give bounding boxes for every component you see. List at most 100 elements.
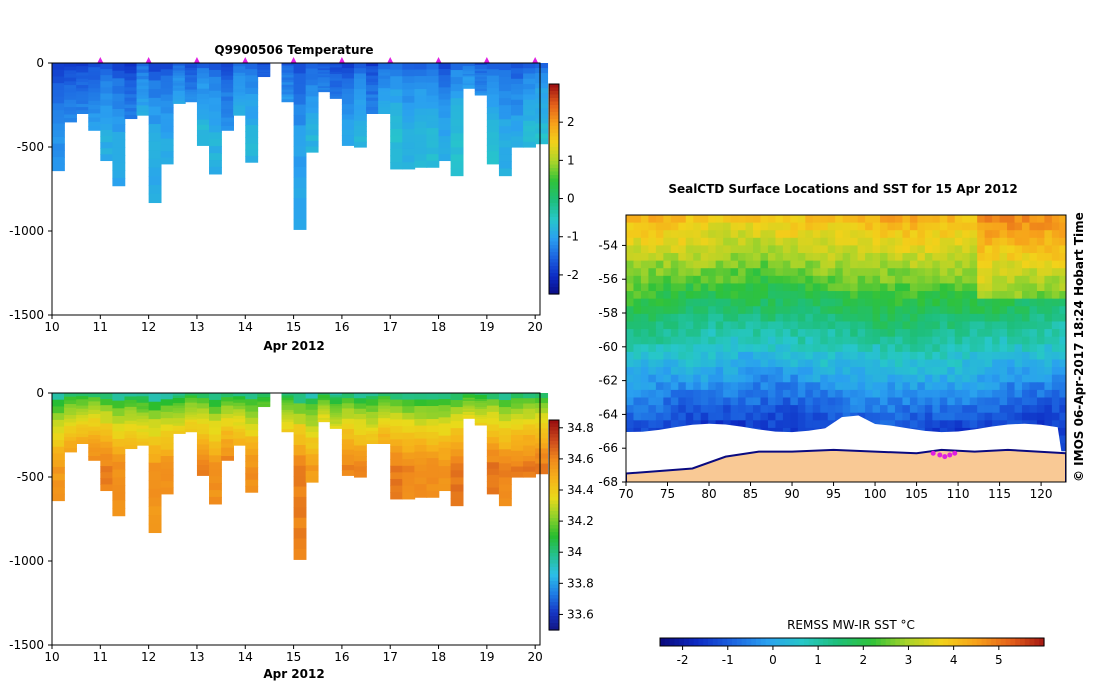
sst-cell: [932, 313, 941, 322]
sst-cell: [782, 283, 791, 292]
profile-cell: [221, 63, 234, 68]
profile-cell: [511, 120, 524, 127]
profile-cell: [112, 400, 126, 409]
sst-cell: [842, 245, 851, 254]
profile-cell: [257, 68, 271, 70]
sst-cell: [1036, 268, 1045, 277]
profile-cell: [329, 82, 343, 86]
temperature-x-tick-label: 19: [479, 320, 494, 334]
sst-cell: [775, 412, 784, 421]
sst-cell: [805, 313, 814, 322]
profile-cell: [124, 406, 138, 411]
profile-cell: [426, 154, 440, 162]
profile-cell: [76, 437, 90, 441]
profile-cell: [535, 413, 549, 419]
sst-cell: [708, 237, 717, 246]
profile-cell: [462, 410, 476, 413]
profile-cell: [402, 162, 416, 170]
profile-cell: [233, 85, 247, 90]
salinity-x-tick-label: 13: [189, 650, 204, 664]
profile-cell: [76, 66, 90, 70]
sst-cell: [842, 336, 851, 345]
profile-cell: [511, 393, 524, 399]
sst-cell: [902, 412, 911, 421]
profile-cell: [184, 87, 198, 91]
profile-cell: [293, 548, 307, 560]
sst-cell: [865, 405, 874, 414]
sst-cell: [663, 283, 672, 292]
profile-cell: [317, 84, 331, 87]
imos-credit: © IMOS 06-Apr-2017 18:24 Hobart Time: [1072, 212, 1086, 482]
profile-cell: [305, 431, 319, 439]
sst-cell: [715, 260, 724, 269]
sst-cell: [1036, 374, 1045, 383]
sst-cell: [626, 405, 634, 414]
sst-cell: [685, 397, 694, 406]
sst-colorbar-swatch: [712, 638, 719, 646]
profile-cell: [523, 408, 536, 415]
sst-colorbar-tick-label: 0: [769, 653, 777, 667]
profile-cell: [390, 439, 404, 447]
sst-cell: [1007, 359, 1016, 368]
sst-cell: [820, 329, 829, 338]
sst-cell: [626, 268, 634, 277]
profile-cell: [378, 424, 392, 429]
profile-cell: [293, 455, 307, 467]
profile-cell: [462, 75, 476, 78]
sst-cell: [738, 215, 747, 224]
profile-cell: [52, 453, 65, 461]
sst-cell: [1022, 412, 1030, 421]
profile-cell: [450, 484, 464, 493]
sst-cell: [760, 268, 769, 277]
sst-cell: [663, 351, 672, 360]
profile-cell: [390, 399, 404, 407]
profile-cell: [257, 69, 271, 72]
sst-cell: [1059, 420, 1066, 429]
sst-cell: [670, 215, 679, 224]
sst-cell: [812, 389, 821, 399]
profile-cell: [498, 470, 512, 479]
profile-cell: [474, 420, 488, 424]
profile-cell: [160, 63, 174, 70]
sst-cell: [655, 313, 664, 322]
profile-cell: [450, 498, 464, 507]
sst-cell: [678, 222, 687, 231]
sst-cell: [775, 344, 784, 353]
sst-cell: [648, 245, 657, 254]
profile-cell: [402, 492, 416, 500]
sst-cell: [909, 382, 918, 391]
sst-cell: [999, 313, 1008, 322]
profile-cell: [414, 464, 428, 472]
sst-cell: [992, 291, 1001, 300]
sst-cell: [805, 306, 814, 315]
sst-cell: [924, 291, 933, 300]
sst-cell: [932, 321, 941, 330]
profile-cell: [245, 149, 259, 157]
profile-cell: [281, 70, 295, 74]
profile-cell: [486, 411, 500, 419]
sst-cell: [1007, 351, 1016, 360]
profile-cell: [136, 399, 150, 404]
profile-cell: [511, 461, 524, 468]
temperature-chart-title: Q9900506 Temperature: [214, 43, 373, 57]
profile-cell: [136, 95, 150, 100]
sst-cell: [820, 420, 829, 429]
sst-cell: [984, 291, 993, 300]
profile-cell: [221, 430, 234, 436]
profile-cell: [221, 435, 234, 440]
profile-cell: [511, 115, 524, 122]
sst-cell: [939, 222, 948, 231]
sst-cell: [880, 359, 889, 368]
profile-cell: [366, 430, 379, 435]
sst-cell: [820, 397, 829, 406]
sst-cell: [633, 313, 642, 322]
sst-cell: [894, 382, 903, 391]
profile-cell: [100, 69, 114, 76]
salinity-colorbar-swatch: [549, 493, 559, 498]
sst-cell: [678, 283, 687, 292]
profile-cell: [353, 110, 367, 117]
sst-cell: [909, 374, 918, 383]
profile-cell: [535, 453, 549, 460]
sst-cell: [640, 367, 649, 376]
profile-cell: [52, 150, 65, 158]
